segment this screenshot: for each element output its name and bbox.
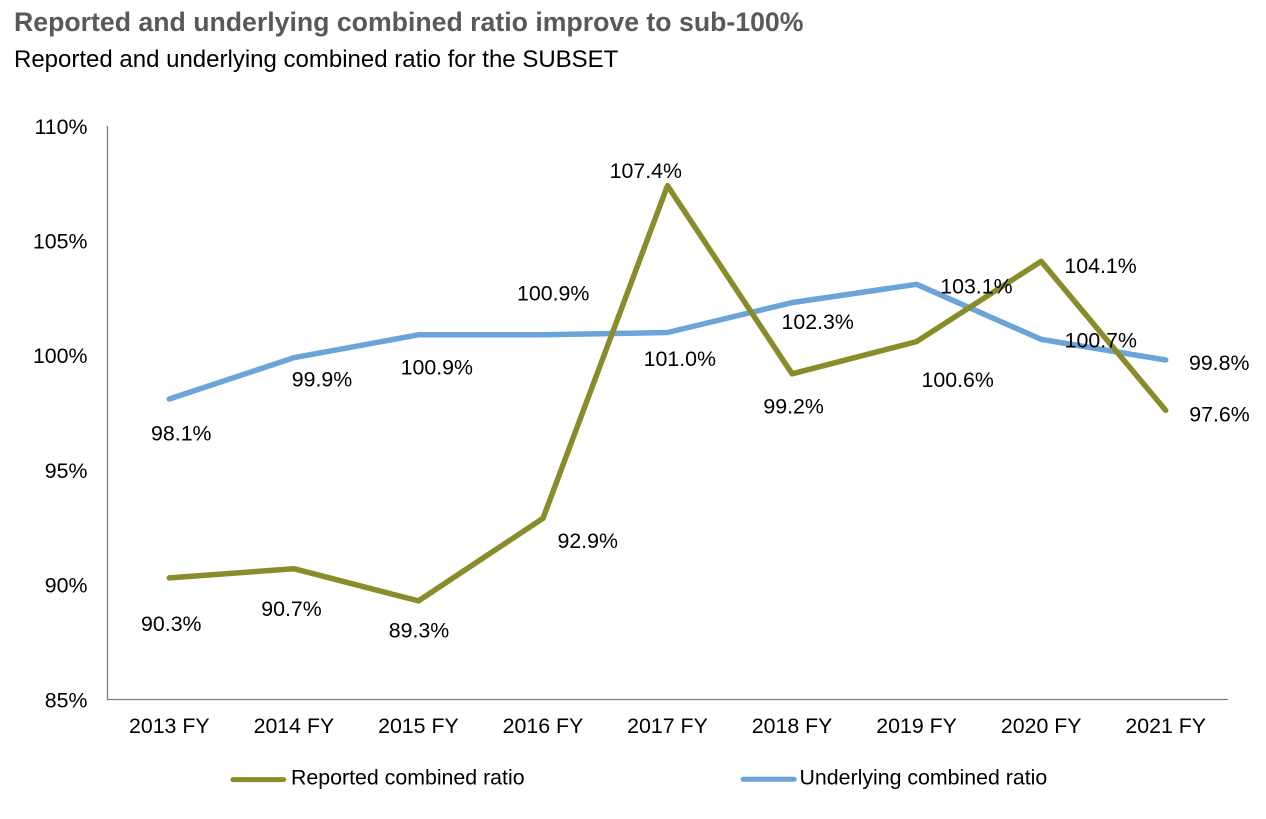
svg-text:100.7%: 100.7%	[1065, 328, 1137, 352]
svg-text:Reported and underlying combin: Reported and underlying combined ratio i…	[14, 7, 803, 37]
svg-text:100%: 100%	[33, 344, 88, 368]
svg-text:90.7%: 90.7%	[261, 597, 322, 621]
svg-text:105%: 105%	[33, 230, 88, 254]
svg-text:Reported combined ratio: Reported combined ratio	[291, 766, 525, 790]
svg-text:100.6%: 100.6%	[922, 368, 994, 392]
svg-text:98.1%: 98.1%	[151, 421, 212, 445]
svg-text:90%: 90%	[45, 574, 88, 598]
svg-text:99.9%: 99.9%	[292, 367, 353, 391]
svg-text:97.6%: 97.6%	[1189, 403, 1250, 427]
svg-text:104.1%: 104.1%	[1064, 254, 1136, 278]
svg-text:110%: 110%	[35, 115, 88, 139]
svg-text:103.1%: 103.1%	[940, 275, 1012, 299]
svg-text:2016 FY: 2016 FY	[503, 714, 584, 738]
svg-text:2020 FY: 2020 FY	[1001, 714, 1082, 738]
svg-text:2017 FY: 2017 FY	[627, 714, 708, 738]
svg-text:89.3%: 89.3%	[389, 619, 450, 643]
svg-text:2021 FY: 2021 FY	[1125, 714, 1206, 738]
svg-text:Reported and underlying combin: Reported and underlying combined ratio f…	[14, 46, 619, 73]
svg-text:92.9%: 92.9%	[557, 529, 618, 553]
svg-text:100.9%: 100.9%	[517, 282, 589, 306]
svg-text:107.4%: 107.4%	[610, 159, 682, 183]
svg-text:90.3%: 90.3%	[141, 612, 202, 636]
svg-text:102.3%: 102.3%	[782, 310, 854, 334]
svg-text:101.0%: 101.0%	[644, 347, 716, 371]
svg-text:2013 FY: 2013 FY	[129, 714, 210, 738]
svg-text:2018 FY: 2018 FY	[752, 714, 833, 738]
svg-text:2014 FY: 2014 FY	[254, 714, 335, 738]
svg-text:2015 FY: 2015 FY	[378, 714, 459, 738]
svg-text:99.2%: 99.2%	[763, 394, 824, 418]
svg-text:99.8%: 99.8%	[1189, 351, 1250, 375]
svg-text:95%: 95%	[45, 459, 88, 483]
svg-text:100.9%: 100.9%	[401, 355, 473, 379]
svg-text:85%: 85%	[45, 688, 88, 712]
svg-text:Underlying combined ratio: Underlying combined ratio	[800, 766, 1048, 790]
svg-text:2019 FY: 2019 FY	[876, 714, 957, 738]
